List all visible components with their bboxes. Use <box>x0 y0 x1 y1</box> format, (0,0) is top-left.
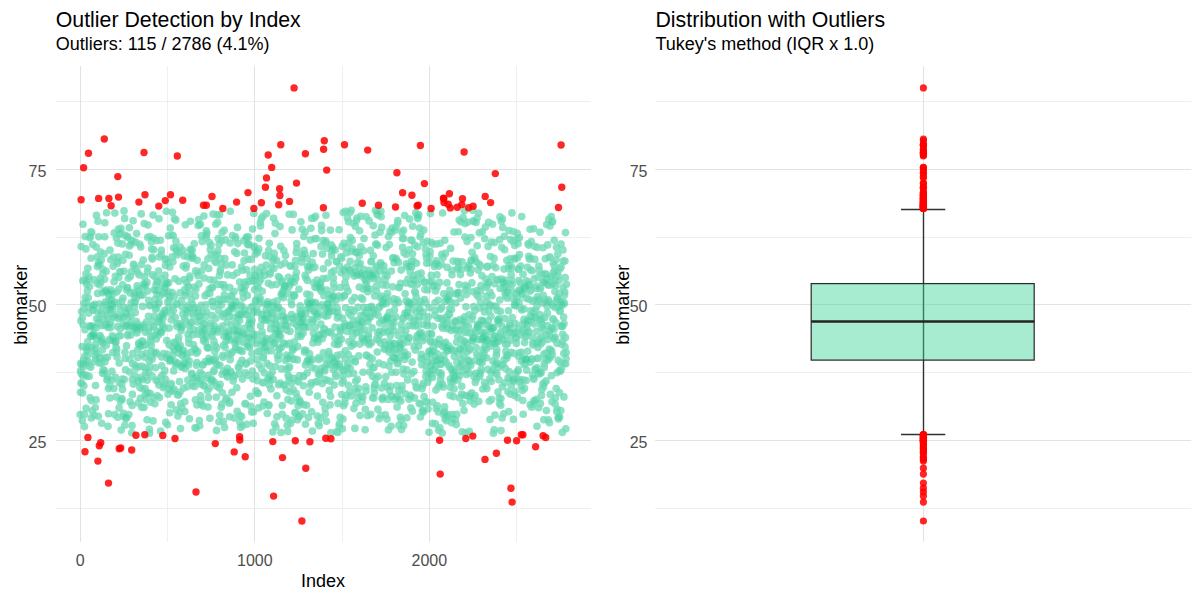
svg-text:Tukey's method (IQR x 1.0): Tukey's method (IQR x 1.0) <box>656 34 875 54</box>
svg-text:50: 50 <box>29 298 47 315</box>
svg-text:25: 25 <box>29 434 47 451</box>
svg-text:Distribution with Outliers: Distribution with Outliers <box>656 6 886 32</box>
svg-text:0: 0 <box>76 552 85 569</box>
svg-text:Outlier Detection by Index: Outlier Detection by Index <box>56 6 301 32</box>
svg-text:25: 25 <box>630 434 648 451</box>
svg-text:Outliers: 115 / 2786 (4.1%): Outliers: 115 / 2786 (4.1%) <box>56 34 270 54</box>
svg-text:2000: 2000 <box>412 552 448 569</box>
svg-text:75: 75 <box>29 163 47 180</box>
svg-text:50: 50 <box>630 298 648 315</box>
svg-text:Index: Index <box>301 571 345 591</box>
svg-text:75: 75 <box>630 163 648 180</box>
svg-text:1000: 1000 <box>237 552 273 569</box>
